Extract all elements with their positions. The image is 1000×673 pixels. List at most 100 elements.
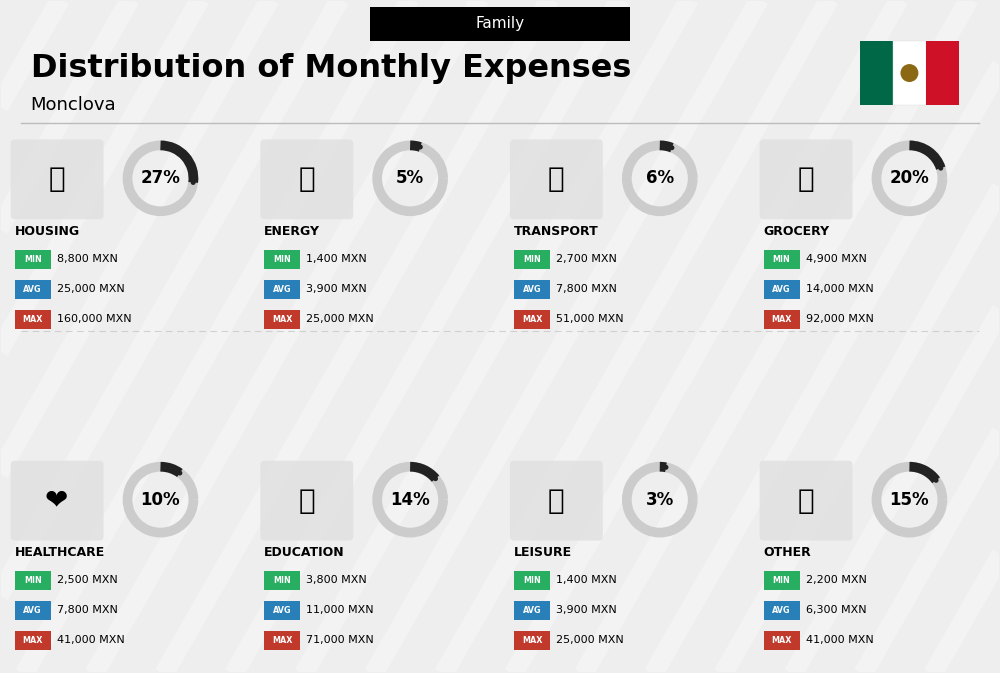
Text: 2,500 MXN: 2,500 MXN (57, 575, 117, 586)
Bar (764, 571, 800, 590)
Text: 7,800 MXN: 7,800 MXN (57, 606, 117, 615)
Text: 41,000 MXN: 41,000 MXN (806, 635, 873, 645)
FancyBboxPatch shape (11, 139, 104, 219)
Text: MIN: MIN (273, 254, 291, 264)
Text: AVG: AVG (772, 606, 791, 615)
Circle shape (418, 145, 423, 149)
Text: MAX: MAX (272, 314, 292, 324)
Text: MAX: MAX (22, 314, 43, 324)
Text: 6%: 6% (646, 170, 674, 187)
Circle shape (669, 145, 674, 150)
Text: 🛍️: 🛍️ (548, 487, 565, 515)
Circle shape (191, 180, 196, 185)
Bar (264, 250, 300, 269)
Text: 25,000 MXN: 25,000 MXN (57, 284, 124, 294)
Text: 1,400 MXN: 1,400 MXN (306, 254, 367, 264)
Bar (514, 631, 550, 650)
Text: OTHER: OTHER (764, 546, 811, 559)
FancyBboxPatch shape (11, 461, 104, 540)
Text: AVG: AVG (273, 606, 292, 615)
Text: AVG: AVG (772, 285, 791, 293)
Text: MIN: MIN (773, 576, 790, 585)
Text: 🎓: 🎓 (298, 487, 315, 515)
Bar (15, 310, 51, 328)
Text: AVG: AVG (23, 285, 42, 293)
Text: 11,000 MXN: 11,000 MXN (306, 606, 374, 615)
Bar (264, 601, 300, 620)
Text: 71,000 MXN: 71,000 MXN (306, 635, 374, 645)
Text: MIN: MIN (523, 254, 541, 264)
Circle shape (938, 166, 943, 171)
Text: 2,700 MXN: 2,700 MXN (556, 254, 617, 264)
Text: 1,400 MXN: 1,400 MXN (556, 575, 617, 586)
Circle shape (663, 465, 668, 470)
Text: AVG: AVG (23, 606, 42, 615)
Bar (264, 631, 300, 650)
Text: MAX: MAX (771, 636, 792, 645)
FancyBboxPatch shape (260, 139, 353, 219)
Circle shape (177, 470, 182, 476)
Text: TRANSPORT: TRANSPORT (514, 225, 599, 238)
Text: 🚌: 🚌 (548, 166, 565, 193)
Text: 💰: 💰 (798, 487, 814, 515)
Text: 6,300 MXN: 6,300 MXN (806, 606, 866, 615)
Text: AVG: AVG (523, 285, 541, 293)
Bar (370, 7, 630, 40)
Text: 4,900 MXN: 4,900 MXN (806, 254, 866, 264)
Text: MAX: MAX (522, 636, 542, 645)
Text: 25,000 MXN: 25,000 MXN (556, 635, 624, 645)
Text: MIN: MIN (523, 576, 541, 585)
Bar (264, 279, 300, 299)
Bar (860, 40, 893, 106)
Bar (893, 40, 926, 106)
Bar (764, 279, 800, 299)
Text: 🏢: 🏢 (49, 166, 65, 193)
Text: 20%: 20% (890, 170, 929, 187)
Text: Distribution of Monthly Expenses: Distribution of Monthly Expenses (31, 53, 631, 84)
Bar (264, 310, 300, 328)
Text: MAX: MAX (522, 314, 542, 324)
Text: MAX: MAX (771, 314, 792, 324)
FancyBboxPatch shape (510, 461, 603, 540)
Bar (926, 40, 959, 106)
Bar (514, 571, 550, 590)
FancyBboxPatch shape (760, 461, 853, 540)
FancyBboxPatch shape (760, 139, 853, 219)
Bar (15, 601, 51, 620)
Text: ENERGY: ENERGY (264, 225, 320, 238)
Bar (514, 310, 550, 328)
Bar (264, 571, 300, 590)
Bar (15, 571, 51, 590)
Text: 5%: 5% (396, 170, 424, 187)
Text: 🏠: 🏠 (298, 166, 315, 193)
Text: 10%: 10% (141, 491, 180, 509)
Text: MIN: MIN (24, 576, 42, 585)
Text: 41,000 MXN: 41,000 MXN (57, 635, 124, 645)
Text: LEISURE: LEISURE (514, 546, 572, 559)
Bar (15, 631, 51, 650)
Bar (764, 250, 800, 269)
Text: 92,000 MXN: 92,000 MXN (806, 314, 873, 324)
Circle shape (934, 478, 939, 483)
Text: Monclova: Monclova (31, 96, 116, 114)
Text: 25,000 MXN: 25,000 MXN (306, 314, 374, 324)
Text: Family: Family (475, 16, 525, 31)
Text: 14,000 MXN: 14,000 MXN (806, 284, 873, 294)
Text: MAX: MAX (22, 636, 43, 645)
Text: EDUCATION: EDUCATION (264, 546, 345, 559)
Text: 2,200 MXN: 2,200 MXN (806, 575, 866, 586)
Bar (764, 601, 800, 620)
Text: 3,900 MXN: 3,900 MXN (556, 606, 617, 615)
Bar (764, 310, 800, 328)
Text: MIN: MIN (773, 254, 790, 264)
Text: HEALTHCARE: HEALTHCARE (15, 546, 105, 559)
Bar (514, 250, 550, 269)
Text: 7,800 MXN: 7,800 MXN (556, 284, 617, 294)
Text: 3%: 3% (646, 491, 674, 509)
Text: 8,800 MXN: 8,800 MXN (57, 254, 117, 264)
FancyBboxPatch shape (510, 139, 603, 219)
Text: MAX: MAX (272, 636, 292, 645)
Text: 14%: 14% (390, 491, 430, 509)
Bar (15, 250, 51, 269)
Text: GROCERY: GROCERY (764, 225, 830, 238)
